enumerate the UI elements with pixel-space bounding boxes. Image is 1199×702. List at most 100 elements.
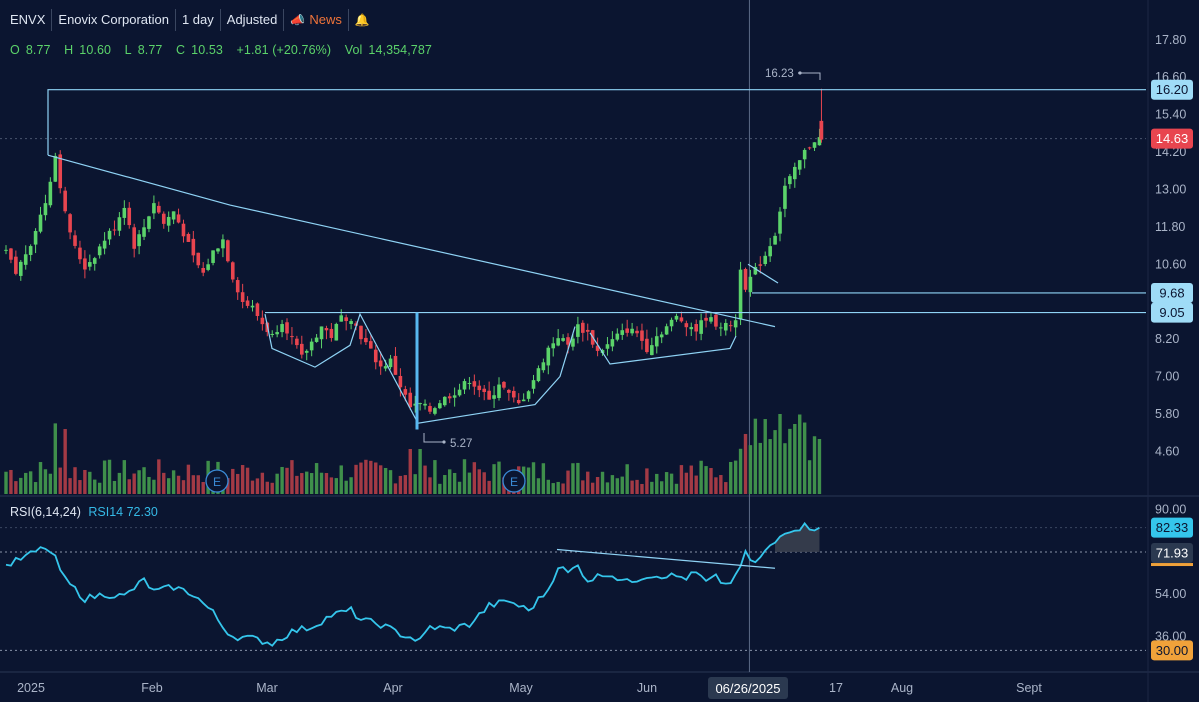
- low-value: L 8.77: [124, 43, 163, 57]
- candle-body: [9, 248, 13, 260]
- candle-body: [733, 320, 738, 328]
- volume-bar: [339, 465, 343, 494]
- candle-body: [654, 336, 659, 347]
- volume-bar: [383, 467, 388, 494]
- volume-bar: [679, 465, 684, 494]
- bell-icon: 🔔: [354, 13, 370, 27]
- rsi-badge-bg: [1151, 640, 1193, 661]
- candle-body: [748, 276, 753, 293]
- volume-bars: [4, 414, 822, 494]
- news-button[interactable]: 📣 News: [284, 9, 349, 31]
- candle-body: [566, 337, 570, 345]
- candle-body: [664, 326, 669, 335]
- volume-bar: [645, 468, 649, 494]
- candle-body: [719, 327, 723, 329]
- crosshair-date-label: 06/26/2025: [715, 681, 780, 696]
- candle-body: [359, 325, 363, 340]
- candle-body: [176, 214, 181, 223]
- volume-bar: [19, 477, 23, 494]
- candle-body: [413, 403, 417, 406]
- volume-bar: [260, 472, 265, 494]
- close-value: C 10.53: [176, 43, 223, 57]
- candle-body: [250, 305, 255, 308]
- candle-body: [132, 227, 136, 249]
- rsi-overbought-fill: [775, 523, 820, 553]
- breakout-flag-line: [747, 263, 779, 284]
- candle-body: [571, 338, 575, 347]
- candle-body: [226, 240, 230, 262]
- volume-bar: [364, 459, 368, 494]
- candle-body: [122, 207, 127, 218]
- candle-body: [714, 314, 718, 327]
- candle-body: [112, 229, 117, 231]
- volume-bar: [778, 414, 782, 494]
- candle-body: [630, 328, 634, 334]
- volume-bar: [250, 480, 255, 494]
- volume-bar: [127, 479, 131, 494]
- price-tick-label: 13.00: [1155, 182, 1186, 196]
- volume-bar: [157, 459, 161, 494]
- volume-bar: [354, 464, 358, 494]
- price-tick-label: 4.60: [1155, 444, 1179, 458]
- volume-bar: [181, 480, 186, 494]
- alert-button[interactable]: 🔔: [349, 9, 376, 31]
- candle-body: [97, 246, 102, 256]
- volume-bar: [719, 475, 723, 494]
- candle-body: [536, 368, 541, 382]
- volume-bar: [280, 466, 284, 494]
- candle-body: [793, 166, 797, 180]
- candle-body: [18, 261, 23, 276]
- candle-body: [102, 240, 107, 249]
- candle-body: [723, 322, 728, 331]
- candle-body: [645, 338, 649, 353]
- volume-bar: [83, 469, 87, 494]
- volume-bar: [773, 430, 777, 494]
- rsi-badge: 82.33: [1156, 520, 1189, 535]
- candle-body: [704, 317, 708, 321]
- volume-bar: [472, 462, 477, 494]
- descending-trendline: [47, 154, 776, 328]
- volume-bar: [610, 475, 615, 494]
- candle-body: [14, 256, 18, 274]
- candle-body: [181, 223, 186, 237]
- adjustment-button[interactable]: Adjusted: [221, 9, 285, 31]
- candle-body: [492, 395, 496, 399]
- candle-body: [216, 248, 220, 252]
- last-candle-body: [819, 120, 824, 140]
- volume-bar: [635, 479, 639, 494]
- candle-body: [201, 267, 205, 273]
- candle-body: [280, 324, 284, 333]
- volume-bar: [359, 462, 363, 494]
- interval-button[interactable]: 1 day: [176, 9, 221, 31]
- price-tick-label: 17.80: [1155, 33, 1186, 47]
- volume-bar: [586, 471, 590, 494]
- rsi-tick-label: 36.00: [1155, 629, 1186, 643]
- candle-body: [802, 149, 807, 160]
- rsi-tick-label: 54.00: [1155, 587, 1186, 601]
- volume-bar: [763, 419, 767, 494]
- volume-bar: [147, 476, 151, 494]
- volume-bar: [369, 460, 373, 494]
- volume-bar: [201, 482, 205, 494]
- symbol-label[interactable]: ENVX: [4, 9, 53, 31]
- candle-body: [778, 211, 782, 234]
- cup-left-outline: [264, 312, 576, 424]
- volume-bar: [43, 469, 48, 494]
- candle-body: [438, 403, 442, 409]
- volume-bar: [640, 483, 644, 494]
- volume-bar: [393, 483, 398, 494]
- volume-bar: [817, 439, 822, 494]
- volume-bar: [33, 482, 38, 494]
- volume-bar: [152, 479, 156, 494]
- candle-body: [309, 341, 314, 351]
- candle-body: [783, 185, 787, 209]
- candle-body: [157, 205, 161, 213]
- candles: [4, 128, 822, 416]
- candle-body: [107, 230, 112, 240]
- crosshair-date-bg: [708, 677, 788, 699]
- candle-body: [467, 382, 472, 384]
- candle-body: [43, 203, 48, 216]
- volume-bar: [28, 471, 33, 494]
